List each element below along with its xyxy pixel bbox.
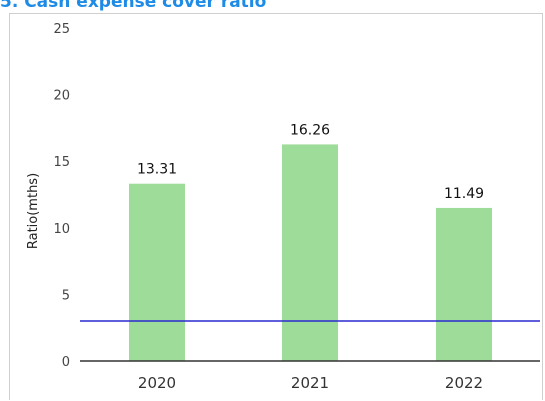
bar: [282, 144, 338, 361]
x-tick-labels: 2020 2021 2022: [138, 374, 483, 392]
y-tick-label: 15: [53, 155, 70, 170]
x-tick-label: 2021: [291, 374, 329, 392]
y-tick-label: 5: [62, 288, 70, 303]
data-label: 16.26: [290, 122, 330, 138]
bar: [436, 207, 492, 361]
chart-title: 5. Cash expense cover ratio: [0, 0, 267, 12]
y-tick-label: 20: [53, 89, 70, 104]
data-labels: 13.31 16.26 11.49: [137, 122, 484, 202]
data-label: 11.49: [444, 186, 484, 202]
data-label: 13.31: [137, 162, 177, 178]
y-tick-labels: 0 5 10 15 20 25: [53, 22, 70, 370]
x-tick-label: 2020: [138, 374, 176, 392]
y-tick-label: 0: [62, 355, 70, 370]
bar: [129, 183, 185, 361]
y-tick-label: 25: [53, 22, 70, 37]
y-axis-label: Ratio(mths): [26, 173, 41, 249]
chart-frame: [9, 13, 543, 400]
bars: [129, 144, 492, 361]
y-tick-label: 10: [53, 222, 70, 237]
x-tick-label: 2022: [445, 374, 483, 392]
